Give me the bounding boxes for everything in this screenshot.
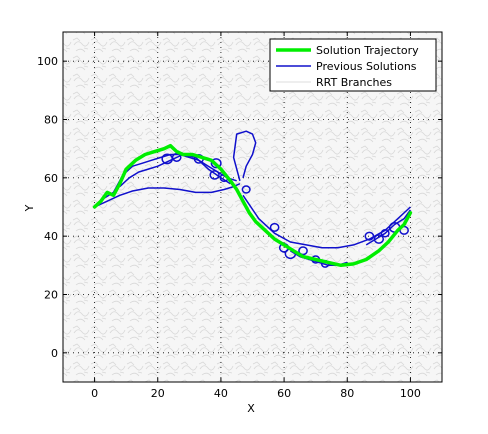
- previous-solution-loop: [380, 229, 390, 238]
- axis-ticks: 0 20 40 60 80 100 0 20 40 60 80 100: [37, 32, 442, 400]
- previous-solution-loop: [241, 185, 251, 194]
- previous-solution-loop: [373, 234, 385, 244]
- y-tick-label: 40: [44, 230, 58, 243]
- legend-label-solution: Solution Trajectory: [316, 44, 419, 57]
- previous-solution-path: [94, 183, 241, 208]
- x-axis-label: X: [247, 402, 255, 415]
- legend-label-rrt: RRT Branches: [316, 76, 392, 89]
- x-tick-label: 60: [277, 387, 291, 400]
- plot-frame: [62, 31, 443, 383]
- previous-solution-loop: [209, 170, 220, 180]
- previous-solution-loop: [210, 158, 222, 169]
- previous-solution-loop: [171, 152, 182, 162]
- x-tick-label: 0: [91, 387, 98, 400]
- x-tick-label: 80: [340, 387, 354, 400]
- legend: Solution Trajectory Previous Solutions R…: [269, 38, 437, 92]
- solution-trajectory-line: [92, 143, 413, 268]
- y-tick-label: 60: [44, 172, 58, 185]
- previous-solution-path: [232, 130, 257, 181]
- previous-solution-path: [119, 153, 231, 188]
- x-tick-label: 100: [400, 387, 421, 400]
- legend-label-previous: Previous Solutions: [316, 60, 417, 73]
- solution-trajectory-layer: [92, 143, 413, 268]
- y-tick-label: 0: [51, 347, 58, 360]
- previous-solution-loop: [298, 246, 308, 256]
- x-tick-label: 20: [151, 387, 165, 400]
- y-tick-label: 80: [44, 114, 58, 127]
- previous-solution-loop: [269, 222, 280, 232]
- x-tick-label: 40: [214, 387, 228, 400]
- y-axis-label: Y: [23, 204, 36, 212]
- y-tick-label: 100: [37, 55, 58, 68]
- y-tick-label: 20: [44, 289, 58, 302]
- previous-solution-loop: [364, 231, 375, 241]
